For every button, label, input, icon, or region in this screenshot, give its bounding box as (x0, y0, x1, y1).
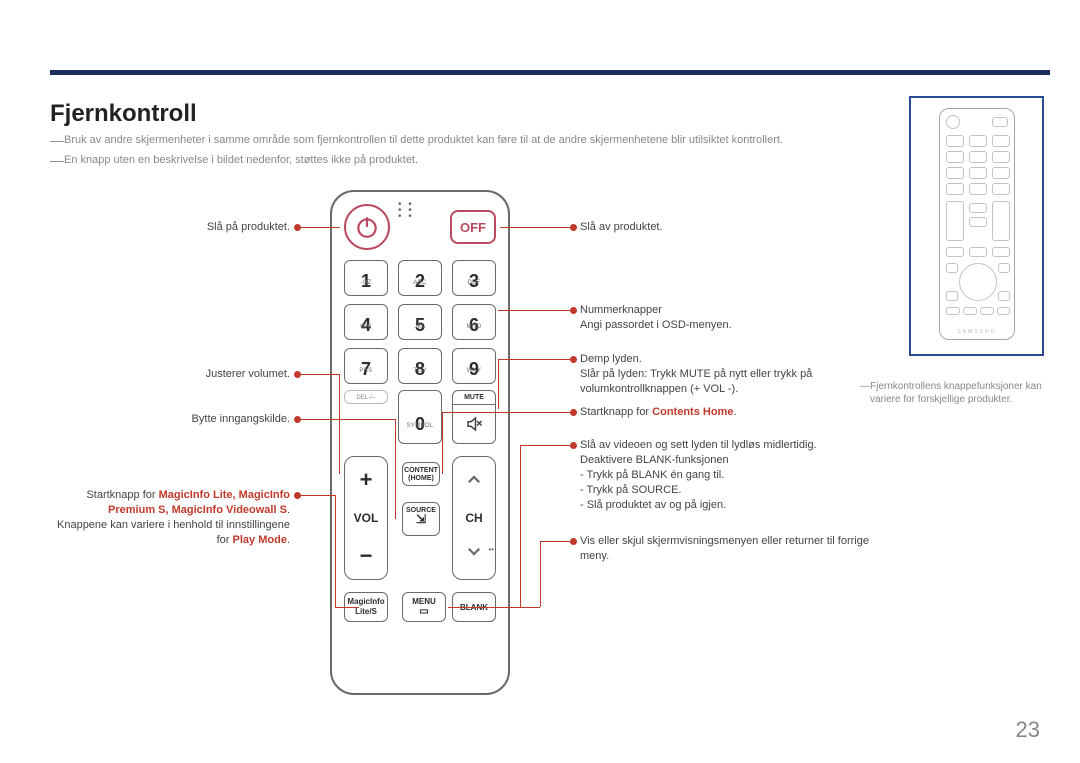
leader-line (498, 359, 499, 409)
key-9[interactable]: WXY9 (452, 348, 496, 384)
leader-line (540, 541, 570, 542)
source-icon: ⇲ (416, 512, 426, 526)
key-source[interactable]: SOURCE ⇲ (402, 502, 440, 536)
channel-rocker[interactable]: CH (452, 456, 496, 580)
key-mute[interactable]: MUTE (452, 390, 496, 444)
callout-source: Bytte inngangskilde. (50, 412, 290, 427)
side-note: ― Fjernkontrollens knappefunksjoner kan … (870, 380, 1050, 406)
leader-line (300, 419, 396, 420)
key-del[interactable]: DEL-/-- (344, 390, 388, 404)
callout-blank: Slå av videoen og sett lyden til lydløs … (580, 438, 880, 513)
minus-icon: − (345, 543, 387, 569)
chevron-up-icon (453, 471, 495, 494)
leader-line (498, 359, 570, 360)
key-5[interactable]: JKL5 (398, 304, 442, 340)
leader-line (540, 541, 541, 607)
dash-icon: ― (50, 152, 64, 168)
menu-icon: ▭ (419, 606, 428, 617)
callout-mute: Demp lyden.Slår på lyden: Trykk MUTE på … (580, 352, 880, 397)
mini-remote-icon: SAMSUNG (939, 108, 1015, 340)
leader-dot (570, 224, 577, 231)
callout-magicinfo: Startknapp for MagicInfo Lite, MagicInfo… (42, 488, 290, 548)
leader-dot (570, 409, 577, 416)
raised-dot-icon: •• (488, 545, 494, 554)
brand-label: SAMSUNG (940, 329, 1014, 335)
leader-line (339, 374, 340, 474)
remote-body: • •• •• • OFF -QZ1 ABC2 DEF3 GHI4 JKL5 M… (330, 190, 510, 645)
volume-rocker[interactable]: + VOL − (344, 456, 388, 580)
page-number: 23 (1016, 717, 1040, 743)
page: Fjernkontroll ― Bruk av andre skjermenhe… (0, 0, 1080, 763)
speaker-dots-icon: • •• •• • (398, 202, 414, 220)
callout-menu: Vis eller skjul skjermvisningsmenyen ell… (580, 534, 880, 564)
dash-icon: ― (50, 132, 64, 148)
key-7[interactable]: PRS7 (344, 348, 388, 384)
leader-line (498, 310, 570, 311)
intro-text-1: Bruk av andre skjermenheter i samme områ… (64, 134, 864, 146)
callout-content-home: Startknapp for Contents Home. (580, 405, 880, 420)
ch-label: CH (453, 511, 495, 525)
leader-line (335, 607, 359, 608)
leader-line (442, 412, 443, 474)
leader-dot (570, 307, 577, 314)
callout-power-on: Slå på produktet. (50, 220, 290, 235)
callout-numbers: NummerknapperAngi passordet i OSD-menyen… (580, 303, 880, 333)
leader-line (520, 445, 570, 446)
leader-line (335, 495, 336, 607)
side-figure: SAMSUNG (909, 96, 1044, 356)
callout-volume: Justerer volumet. (50, 367, 290, 382)
leader-line (300, 374, 340, 375)
leader-line (500, 227, 570, 228)
mute-icon (453, 405, 495, 443)
key-6[interactable]: MNO6 (452, 304, 496, 340)
key-4[interactable]: GHI4 (344, 304, 388, 340)
leader-dot (570, 538, 577, 545)
leader-line (448, 607, 540, 608)
leader-line (300, 495, 336, 496)
key-content-home[interactable]: CONTENT(HOME) (402, 462, 440, 486)
leader-line (442, 412, 570, 413)
intro-text-2: En knapp uten en beskrivelse i bildet ne… (64, 154, 864, 166)
page-title: Fjernkontroll (50, 100, 197, 128)
key-1[interactable]: -QZ1 (344, 260, 388, 296)
leader-line (300, 227, 340, 228)
top-accent-bar (50, 70, 1050, 75)
plus-icon: + (345, 467, 387, 493)
leader-dot (570, 356, 577, 363)
power-on-button[interactable] (344, 204, 390, 250)
key-2[interactable]: ABC2 (398, 260, 442, 296)
key-8[interactable]: TUV8 (398, 348, 442, 384)
dash-icon: ― (860, 380, 870, 393)
callout-power-off: Slå av produktet. (580, 220, 880, 235)
key-0[interactable]: SYMBOL0 (398, 390, 442, 444)
leader-line (395, 419, 396, 519)
key-3[interactable]: DEF3 (452, 260, 496, 296)
leader-dot (570, 442, 577, 449)
power-off-button[interactable]: OFF (450, 210, 496, 244)
key-menu[interactable]: MENU ▭ (402, 592, 446, 622)
leader-line (520, 445, 521, 607)
vol-label: VOL (345, 511, 387, 525)
mute-label: MUTE (453, 391, 495, 405)
